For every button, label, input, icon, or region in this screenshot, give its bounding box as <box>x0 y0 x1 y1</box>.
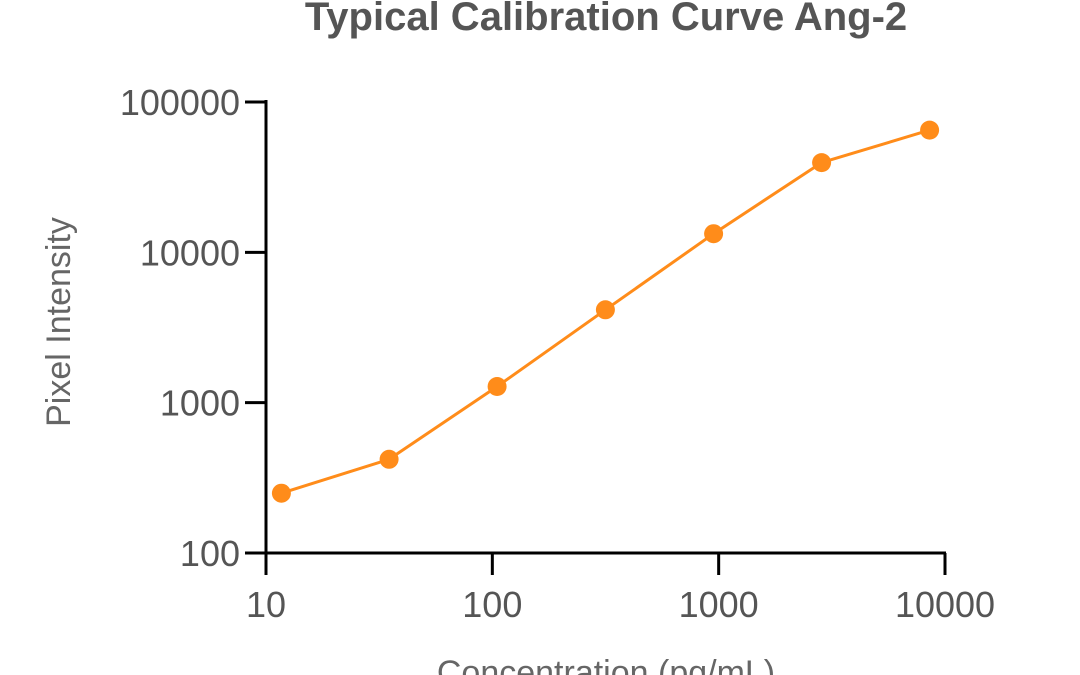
y-tick-label: 10000 <box>140 232 240 273</box>
data-point <box>487 377 507 396</box>
x-tick-label: 100 <box>462 584 522 625</box>
chart-title: Typical Calibration Curve Ang-2 <box>305 0 907 39</box>
y-tick-label: 100000 <box>120 82 240 123</box>
series-layer <box>271 120 940 503</box>
data-point <box>704 224 724 244</box>
x-axis-label: Concentration (pg/mL) <box>437 654 775 675</box>
x-tick-label: 10000 <box>895 584 995 625</box>
data-point <box>271 483 291 503</box>
data-point <box>920 120 940 140</box>
y-ticks: 100 1000 10000 100000 <box>120 82 266 574</box>
axes <box>264 100 946 555</box>
x-ticks: 10 100 1000 10000 <box>246 553 995 625</box>
data-point <box>812 153 832 173</box>
y-tick-label: 1000 <box>160 383 240 424</box>
x-tick-label: 10 <box>246 584 286 625</box>
data-point <box>379 449 399 469</box>
y-tick-label: 100 <box>180 533 240 574</box>
x-tick-label: 1000 <box>679 584 759 625</box>
data-point <box>595 300 615 320</box>
y-axis-label: Pixel Intensity <box>40 217 78 427</box>
